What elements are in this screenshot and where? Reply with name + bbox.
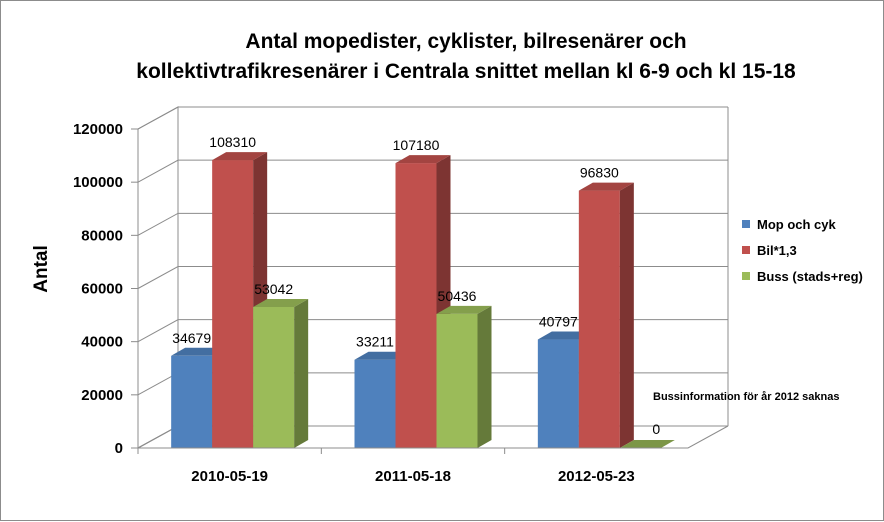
data-label: 107180: [393, 137, 440, 153]
bar-2-1: [436, 305, 492, 448]
bar-top: [395, 155, 451, 164]
y-tick-label: 40000: [81, 334, 123, 351]
legend-swatch: [742, 272, 750, 280]
data-labels: 34679 108310 53042 33211 107180 50436 40797 968…: [172, 134, 660, 437]
chart-annotation: Bussinformation för år 2012 saknas: [653, 391, 839, 403]
bar-front: [395, 163, 437, 448]
data-label: 34679: [172, 330, 211, 346]
bar-top: [578, 182, 634, 191]
legend-swatch: [742, 220, 750, 228]
x-tick-label: 2012-05-23: [558, 468, 635, 485]
y-tick-label: 100000: [73, 174, 123, 191]
bar-1-2: [578, 182, 634, 449]
bar-group: [171, 152, 675, 449]
bar-front: [253, 306, 295, 448]
bar-top: [253, 298, 309, 307]
gridline: [137, 106, 728, 130]
axes: 0 20000 40000 60000 80000 100000 120000 2010-05…: [73, 121, 688, 485]
bar-side: [619, 182, 634, 449]
bar-top: [436, 305, 492, 314]
bar-top: [212, 152, 268, 161]
legend: Mop och cyk Bil*1,3 Buss (stads+reg): [742, 217, 863, 284]
bar-front: [578, 190, 620, 449]
legend-label: Buss (stads+reg): [757, 269, 863, 284]
gridline: [137, 159, 728, 183]
data-label: 108310: [209, 134, 256, 150]
bar-front: [212, 160, 254, 448]
y-tick-label: 80000: [81, 227, 123, 244]
bar-2-0: [253, 298, 309, 448]
gridline: [137, 266, 728, 289]
bar-side: [477, 305, 492, 448]
grid-lines: [137, 106, 728, 449]
data-label: 0: [652, 421, 660, 437]
bar-front: [354, 359, 396, 448]
y-tick-label: 20000: [81, 387, 123, 404]
data-label: 40797: [539, 314, 578, 330]
data-label: 53042: [254, 281, 293, 297]
gridline: [137, 319, 728, 343]
legend-label: Bil*1,3: [757, 243, 797, 258]
y-axis-label: Antal: [31, 245, 52, 293]
gridline: [137, 212, 728, 236]
data-label: 50436: [438, 288, 477, 304]
x-tick-label: 2010-05-19: [191, 468, 268, 485]
data-label: 33211: [356, 334, 394, 350]
bar-2-2: [619, 440, 675, 448]
y-tick-label: 60000: [81, 281, 123, 298]
bar-top: [619, 440, 675, 448]
bar-side: [294, 298, 309, 448]
bar-front: [537, 339, 579, 448]
legend-label: Mop och cyk: [757, 217, 837, 232]
bar-front: [171, 355, 213, 448]
chart-title-line-1: Antal mopedister, cyklister, bilresenäre…: [245, 30, 686, 53]
y-tick-label: 0: [115, 440, 123, 457]
chart-title-line-2: kollektivtrafikresenärer i Centrala snit…: [136, 60, 796, 83]
data-label: 96830: [580, 165, 619, 181]
bar-front: [436, 313, 478, 448]
y-tick-label: 120000: [73, 121, 123, 138]
x-tick-label: 2011-05-18: [375, 468, 451, 485]
legend-swatch: [742, 246, 750, 254]
